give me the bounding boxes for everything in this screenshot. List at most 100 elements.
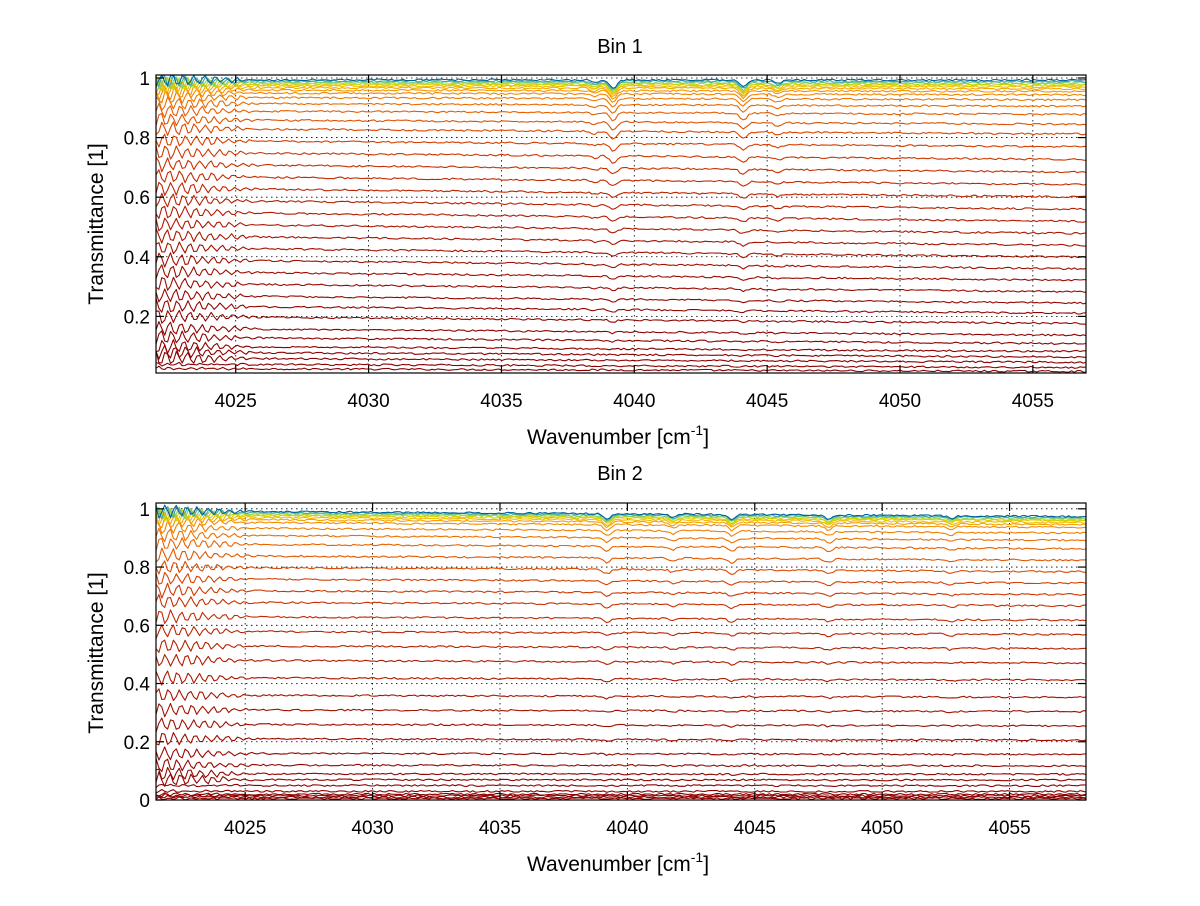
y-tick-label: 0 xyxy=(139,791,150,812)
x-axis-label-superscript: -1 xyxy=(691,849,704,865)
series-line xyxy=(155,593,1087,610)
series-line xyxy=(155,85,1087,103)
x-axis-label-main: Wavenumber [cm xyxy=(527,853,691,876)
series-line xyxy=(155,365,1087,373)
series-line xyxy=(155,321,1087,337)
series-line xyxy=(155,361,1087,369)
axis-ticks: 4025 4030 4035 4040 4045 4050 4055 0 0.2 0.4 0.6 0.… xyxy=(124,500,1086,839)
series-line xyxy=(155,74,1087,89)
grid xyxy=(156,503,1086,801)
series-line xyxy=(155,688,1087,702)
series-line xyxy=(155,344,1087,360)
series-line xyxy=(155,288,1087,305)
series-line xyxy=(155,571,1087,587)
series-line xyxy=(155,794,1087,799)
axis-ticks: 4025 4030 4035 4040 4045 4050 4055 0.2 0.4 0.6 0.8… xyxy=(124,69,1086,412)
series-line xyxy=(155,298,1087,315)
y-tick-label: 0.2 xyxy=(124,307,150,328)
series-line xyxy=(155,121,1087,140)
series-line xyxy=(155,145,1087,164)
series-line xyxy=(155,746,1087,761)
series-line xyxy=(155,609,1087,624)
x-tick-label: 4045 xyxy=(734,818,776,839)
series-line xyxy=(155,793,1087,798)
y-tick-label: 0.8 xyxy=(124,558,150,579)
x-axis-label-suffix: ] xyxy=(703,426,709,449)
series-line xyxy=(155,133,1087,152)
series-line xyxy=(155,670,1087,686)
series-line xyxy=(155,264,1086,282)
series-line xyxy=(155,582,1087,599)
x-tick-label: 4025 xyxy=(224,818,266,839)
series-line xyxy=(155,74,1087,90)
chart-title: Bin 2 xyxy=(597,463,643,485)
x-tick-label: 4030 xyxy=(347,391,389,412)
series-line xyxy=(155,350,1087,364)
series-line xyxy=(155,653,1087,667)
series-line xyxy=(155,102,1086,122)
series-line xyxy=(155,547,1087,565)
series-line xyxy=(155,783,1087,789)
series-line xyxy=(155,276,1087,293)
series-line xyxy=(155,788,1087,794)
x-tick-label: 4040 xyxy=(613,391,655,412)
series-line xyxy=(155,192,1087,211)
series-line xyxy=(155,537,1087,553)
x-axis-label-main: Wavenumber [cm xyxy=(527,426,691,449)
x-axis-label: Wavenumber [cm-1] xyxy=(527,422,709,449)
series-line xyxy=(155,309,1087,325)
plot-frame xyxy=(155,502,1087,801)
y-tick-label: 0.4 xyxy=(124,248,151,269)
series-line xyxy=(155,560,1087,575)
series-line xyxy=(155,512,1087,529)
series-line xyxy=(155,228,1087,247)
y-tick-label: 1 xyxy=(139,500,150,521)
series-line xyxy=(156,82,1087,100)
x-tick-label: 4025 xyxy=(215,391,257,412)
y-tick-label: 0.6 xyxy=(124,188,150,209)
x-tick-label: 4055 xyxy=(988,818,1030,839)
x-axis-label-suffix: ] xyxy=(703,853,709,876)
y-tick-label: 0.6 xyxy=(124,616,150,637)
y-tick-label: 0.2 xyxy=(124,733,150,754)
y-tick-label: 1 xyxy=(139,69,150,90)
series-line xyxy=(155,515,1087,532)
series-line xyxy=(155,205,1087,223)
series-line xyxy=(155,252,1087,271)
series-line xyxy=(155,89,1087,108)
series-line xyxy=(155,217,1087,235)
x-tick-label: 4035 xyxy=(480,391,522,412)
series-line xyxy=(155,156,1087,175)
series-line xyxy=(155,504,1087,521)
x-tick-label: 4045 xyxy=(746,391,788,412)
chart-title: Bin 1 xyxy=(597,36,643,58)
series-line xyxy=(155,520,1087,537)
series-line xyxy=(155,75,1087,93)
series-line xyxy=(155,169,1087,187)
series-line xyxy=(155,113,1087,131)
series-line xyxy=(155,624,1087,640)
x-axis-label-superscript: -1 xyxy=(691,422,704,438)
series-line xyxy=(155,717,1087,733)
series-line xyxy=(155,639,1087,653)
x-axis-label: Wavenumber [cm-1] xyxy=(527,849,709,876)
series-line xyxy=(155,527,1087,544)
y-axis-label: Transmittance [1] xyxy=(85,572,108,733)
y-axis-label: Transmittance [1] xyxy=(85,143,108,304)
series-line xyxy=(155,80,1087,98)
x-tick-label: 4050 xyxy=(861,818,903,839)
grid xyxy=(156,75,1086,373)
series-line xyxy=(155,792,1087,797)
series-line xyxy=(155,96,1087,114)
bin-1-panel: Bin 1 4025 4030 4035 4040 4045 4050 4055 0.2 0.4… xyxy=(85,36,1087,449)
series-line xyxy=(155,758,1087,773)
series-line xyxy=(155,702,1087,718)
series-group xyxy=(155,504,1087,801)
series-line xyxy=(155,181,1086,199)
plot-frame xyxy=(155,74,1087,374)
x-tick-label: 4035 xyxy=(479,818,521,839)
x-tick-label: 4055 xyxy=(1012,391,1054,412)
y-tick-label: 0.4 xyxy=(124,675,151,696)
series-line xyxy=(155,771,1087,787)
